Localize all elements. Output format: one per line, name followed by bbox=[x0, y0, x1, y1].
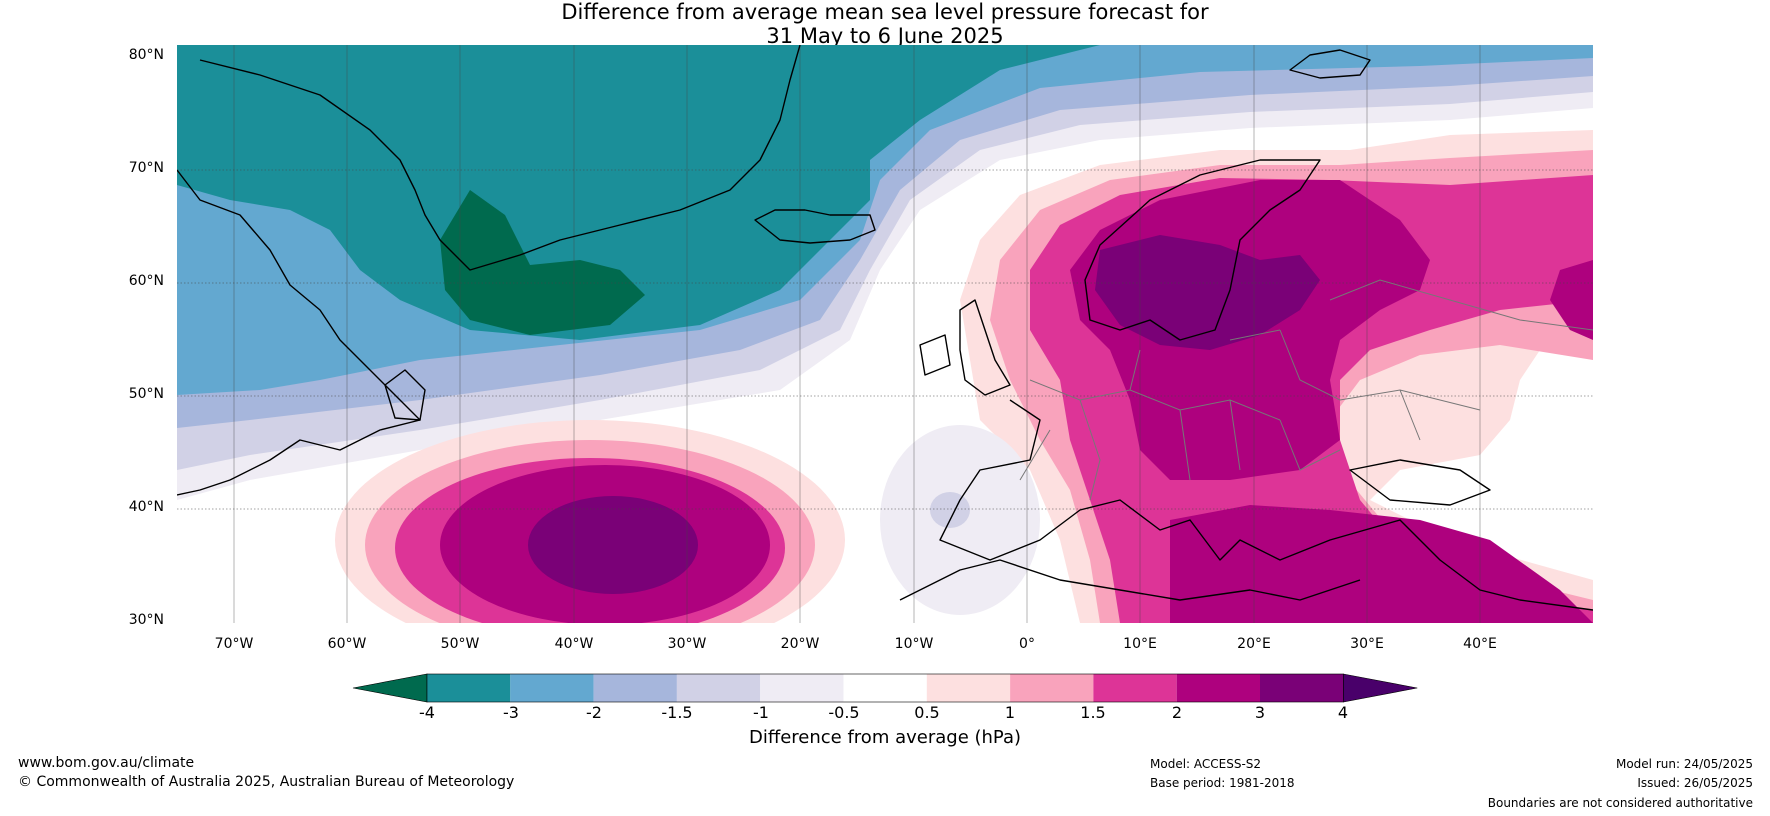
coast-scandinavia bbox=[1084, 159, 1321, 341]
title-line-1: Difference from average mean sea level p… bbox=[561, 0, 1209, 24]
lon-label-70w: 70°W bbox=[214, 636, 254, 652]
footer-model: Model: ACCESS-S2 bbox=[1150, 757, 1262, 771]
lat-label-80n: 80°N bbox=[128, 47, 164, 63]
coast-black-sea bbox=[1349, 459, 1491, 506]
lon-label-0: 0° bbox=[1019, 636, 1035, 652]
colorbar-tick: 3 bbox=[1254, 703, 1266, 722]
lon-label-10e: 10°E bbox=[1123, 636, 1157, 652]
footer-base-period: Base period: 1981-2018 bbox=[1150, 776, 1295, 790]
coast-iceland bbox=[754, 209, 876, 244]
lon-label-60w: 60°W bbox=[327, 636, 367, 652]
colorbar-tick: 2 bbox=[1171, 703, 1183, 722]
lat-label-50n: 50°N bbox=[128, 386, 164, 402]
map-title: Difference from average mean sea level p… bbox=[0, 0, 1770, 48]
coast-ireland bbox=[919, 334, 951, 376]
contour-east-plus-1-5 bbox=[1550, 260, 1593, 340]
footer-issued: Issued: 26/05/2025 bbox=[1637, 776, 1753, 790]
lon-label-50w: 50°W bbox=[440, 636, 480, 652]
colorbar-tick: -1 bbox=[753, 703, 769, 722]
coast-labrador bbox=[177, 169, 421, 496]
country-borders bbox=[1019, 279, 1593, 501]
colorbar-tick: -0.5 bbox=[828, 703, 860, 722]
coast-britain bbox=[959, 299, 1011, 396]
coast-newfoundland bbox=[384, 369, 426, 421]
contour-med-plus-2 bbox=[1170, 505, 1593, 623]
contour-minus-3 bbox=[177, 45, 1100, 340]
footer-website: www.bom.gov.au/climate bbox=[18, 755, 195, 771]
lat-label-60n: 60°N bbox=[128, 273, 164, 289]
lat-label-70n: 70°N bbox=[128, 160, 164, 176]
title-line-2: 31 May to 6 June 2025 bbox=[766, 24, 1004, 48]
lat-label-40n: 40°N bbox=[128, 499, 164, 515]
colorbar-tick: -3 bbox=[503, 703, 519, 722]
lon-label-20e: 20°E bbox=[1237, 636, 1271, 652]
colorbar-label: Difference from average (hPa) bbox=[748, 727, 1022, 748]
footer-disclaimer: Boundaries are not considered authoritat… bbox=[1487, 796, 1753, 810]
lat-label-30n: 30°N bbox=[128, 612, 164, 628]
footer-copyright: © Commonwealth of Australia 2025, Austra… bbox=[18, 774, 515, 790]
colorbar-tick: 1.5 bbox=[1080, 703, 1106, 722]
lon-label-40e: 40°E bbox=[1463, 636, 1497, 652]
atlantic-plus-3 bbox=[528, 496, 698, 594]
footer-model-run: Model run: 24/05/2025 bbox=[1615, 757, 1753, 771]
iberia-minus-1 bbox=[930, 492, 970, 528]
lon-label-40w: 40°W bbox=[554, 636, 594, 652]
coast-north-africa bbox=[899, 559, 1361, 601]
lon-label-30w: 30°W bbox=[667, 636, 707, 652]
pressure-anomaly-map bbox=[177, 45, 1593, 623]
colorbar-tick: -1.5 bbox=[661, 703, 693, 722]
graticule bbox=[177, 45, 1593, 623]
colorbar-tick: 0.5 bbox=[914, 703, 940, 722]
coast-europe bbox=[939, 399, 1593, 611]
contour-minus-4 bbox=[440, 190, 645, 335]
lon-label-20w: 20°W bbox=[780, 636, 820, 652]
colorbar-tick: 1 bbox=[1004, 703, 1016, 722]
colorbar-tick: -2 bbox=[586, 703, 602, 722]
coast-greenland bbox=[199, 45, 801, 271]
coast-svalbard bbox=[1289, 49, 1371, 79]
colorbar-tick: 4 bbox=[1337, 703, 1349, 722]
lon-label-10w: 10°W bbox=[894, 636, 934, 652]
colorbar-tick: -4 bbox=[419, 703, 435, 722]
anomaly-contours bbox=[177, 45, 1593, 623]
lon-label-30e: 30°E bbox=[1350, 636, 1384, 652]
coastlines bbox=[177, 45, 1593, 611]
